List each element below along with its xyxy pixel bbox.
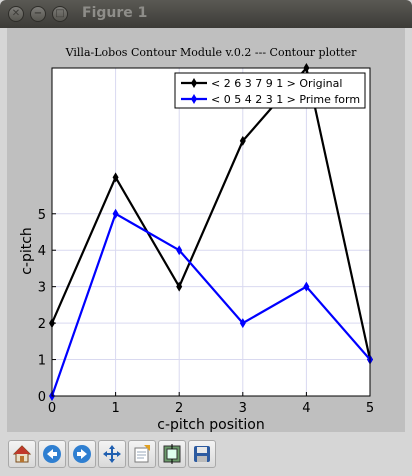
pan-button[interactable] [98,440,126,468]
legend-marker [191,78,197,88]
minimize-icon[interactable]: − [30,6,46,22]
x-tick-label: 0 [48,401,56,416]
series-line [52,212,370,396]
x-tick-label: 3 [239,401,247,416]
y-axis-label: c-pitch [19,227,35,275]
x-tick-label: 2 [175,401,183,416]
legend-label: < 2 6 3 7 9 1 > Original [211,77,342,90]
back-icon [43,445,61,463]
x-tick-label: 1 [111,401,119,416]
series-line [52,68,370,360]
data-point [112,172,119,183]
title-bar: ✕ − □ Figure 1 [0,0,412,28]
forward-button[interactable] [68,440,96,468]
plot-area [52,68,370,396]
data-point [176,245,183,256]
subplots-icon [163,444,181,464]
chart: 0 1 2 3 4 5 0 1 2 3 4 5 Villa-Lobos Contour Module v… [19,46,374,433]
data-point [112,208,119,219]
chart-title: Villa-Lobos Contour Module v.0.2 --- Con… [65,46,357,59]
y-tick-label: 4 [38,244,46,259]
close-icon[interactable]: ✕ [8,6,24,22]
legend-box [174,72,366,109]
home-icon [12,445,32,463]
x-axis-label: c-pitch position [157,417,265,432]
y-tick-label: 1 [38,354,46,369]
data-point [303,281,310,292]
y-tick-label: 0 [38,390,46,405]
pan-icon [103,445,121,463]
y-tick-label: 5 [38,208,46,223]
data-point [176,281,183,292]
zoom-button[interactable] [128,440,156,468]
x-tick-label: 4 [302,401,310,416]
save-button[interactable] [188,440,216,468]
data-point [239,135,246,146]
zoom-icon [134,445,150,463]
window-title: Figure 1 [82,5,148,21]
x-tick-label: 5 [366,401,374,416]
toolbar [0,432,412,476]
home-button[interactable] [8,440,36,468]
data-point [239,318,246,329]
back-button[interactable] [38,440,66,468]
maximize-icon[interactable]: □ [52,6,68,22]
legend-marker [191,94,197,104]
y-tick-label: 2 [38,317,46,332]
legend-label: < 0 5 4 2 3 1 > Prime form [211,93,360,106]
save-icon [194,446,210,462]
forward-icon [73,445,91,463]
subplots-button[interactable] [158,440,186,468]
y-tick-label: 3 [38,281,46,296]
plot-frame [51,67,371,397]
figure-canvas: 0 1 2 3 4 5 0 1 2 3 4 5 Villa-Lobos Contour Module v… [7,28,405,433]
